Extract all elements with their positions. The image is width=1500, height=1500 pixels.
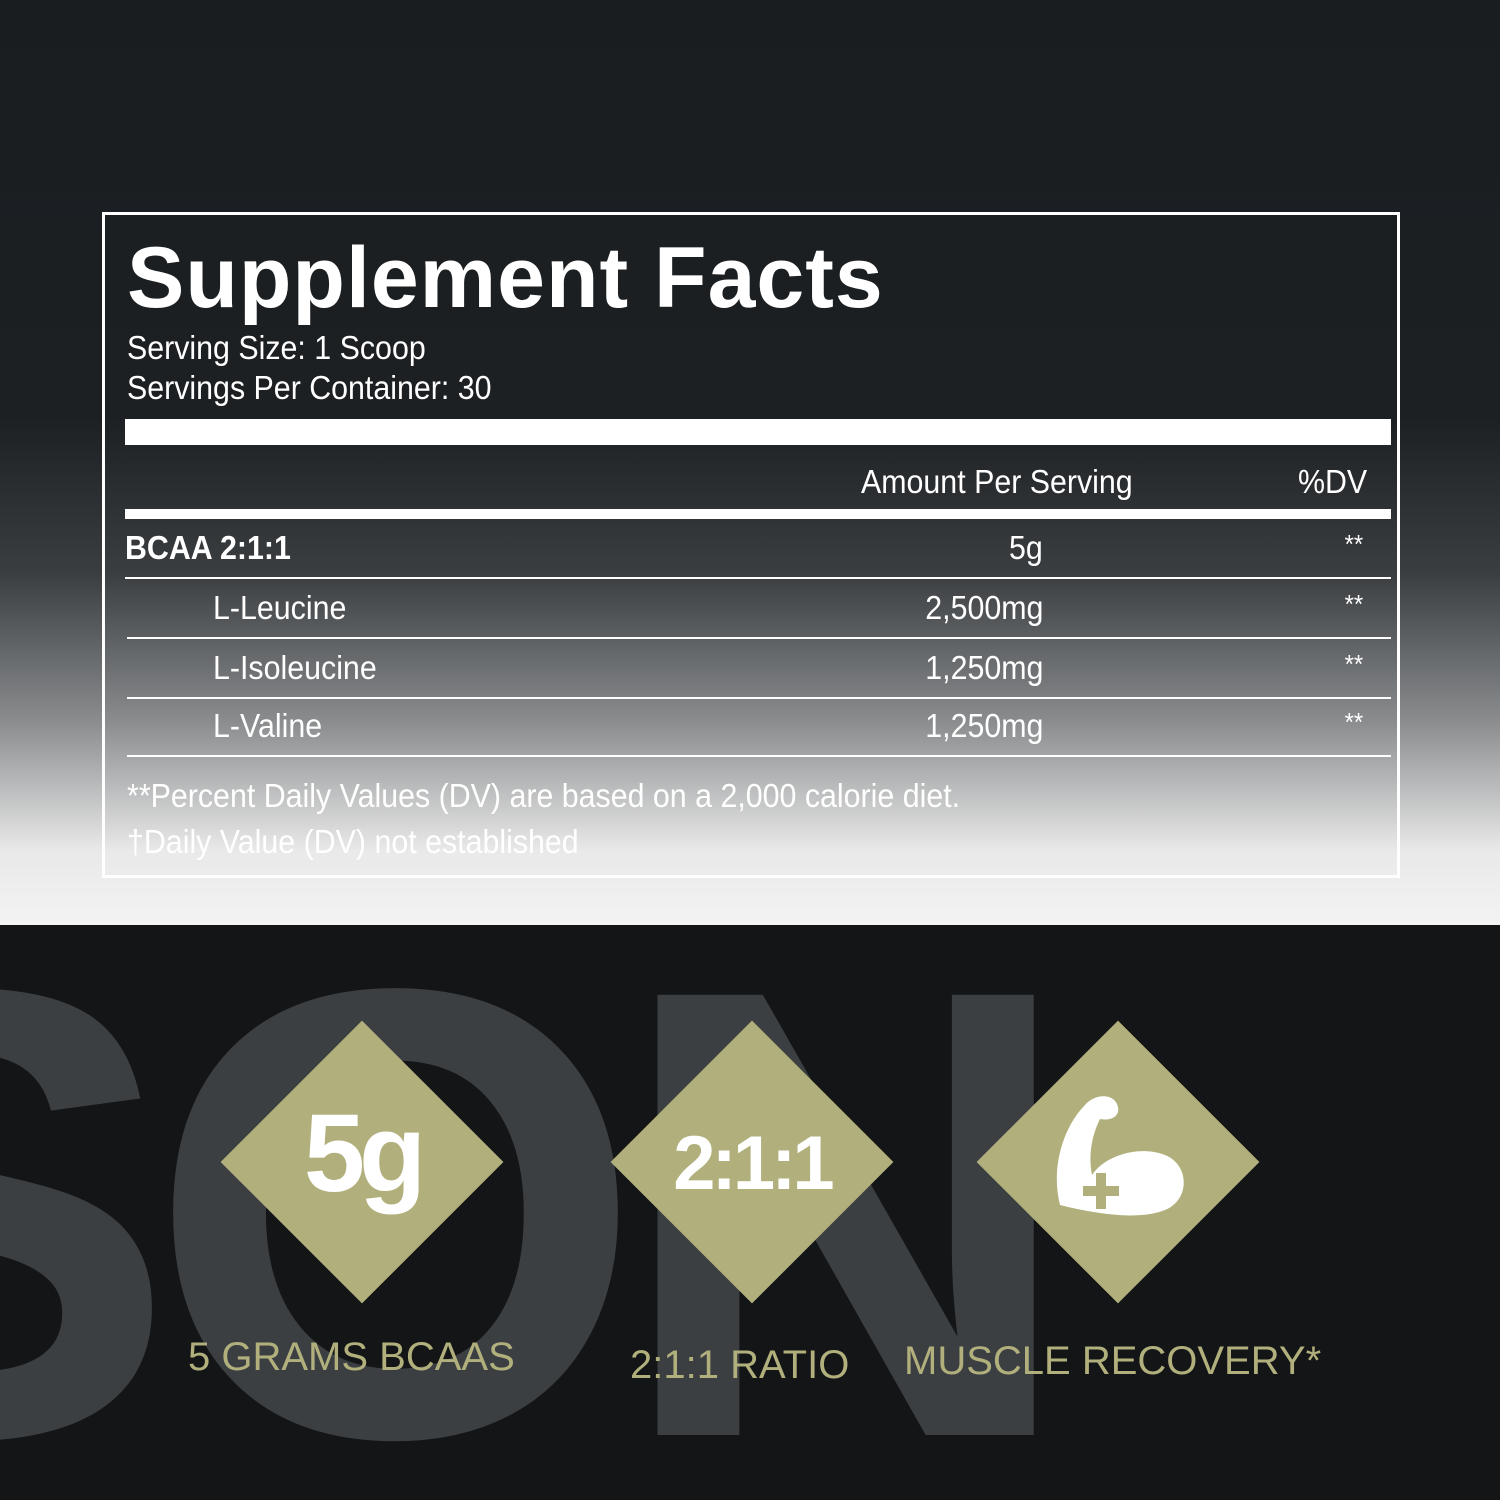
watermark-letters: SON bbox=[0, 925, 1047, 1500]
servings-per-container: Servings Per Container: 30 bbox=[127, 369, 492, 406]
nutrient-name: L-Leucine bbox=[213, 589, 347, 626]
caption-ratio: 2:1:1 RATIO bbox=[630, 1343, 850, 1387]
footnote-dv: **Percent Daily Values (DV) are based on… bbox=[127, 777, 961, 814]
row-divider bbox=[127, 755, 1391, 757]
nutrient-dv: ** bbox=[1344, 529, 1363, 559]
badge-ratio-text: 2:1:1 bbox=[673, 1121, 834, 1206]
header-divider bbox=[125, 509, 1391, 519]
nutrient-amount: 1,250mg bbox=[924, 707, 1043, 744]
caption-5-grams: 5 GRAMS BCAAS bbox=[188, 1335, 515, 1379]
badge-5g-text: 5g bbox=[303, 1092, 426, 1215]
serving-size: Serving Size: 1 Scoop bbox=[127, 329, 426, 366]
row-divider bbox=[127, 697, 1391, 699]
nutrient-amount: 1,250mg bbox=[924, 649, 1043, 686]
header-amount: Amount Per Serving bbox=[861, 463, 1133, 500]
supplement-facts-panel: Supplement Facts Serving Size: 1 Scoop S… bbox=[102, 212, 1400, 878]
caption-muscle-recovery: MUSCLE RECOVERY* bbox=[904, 1339, 1322, 1383]
nutrient-dv: ** bbox=[1344, 707, 1363, 737]
top-gradient-panel bbox=[0, 0, 1500, 925]
facts-title: Supplement Facts bbox=[127, 230, 884, 326]
table-row: L-Isoleucine 1,250mg ** bbox=[125, 641, 1391, 699]
row-divider bbox=[125, 577, 1391, 579]
nutrient-dv: ** bbox=[1344, 649, 1363, 679]
header-dv: %DV bbox=[1297, 463, 1367, 500]
table-row: L-Valine 1,250mg ** bbox=[125, 699, 1391, 757]
features-panel: SON 5g 5 GRAMS BCAAS 2:1:1 2:1:1 RATIO M… bbox=[0, 925, 1500, 1500]
row-divider bbox=[127, 637, 1391, 639]
footnote-dagger: †Daily Value (DV) not established bbox=[127, 823, 579, 860]
table-row: L-Leucine 2,500mg ** bbox=[125, 581, 1391, 639]
thick-divider bbox=[125, 419, 1391, 445]
flexed-arm-plus-icon bbox=[1056, 1096, 1184, 1216]
table-row: BCAA 2:1:1 5g ** bbox=[125, 521, 1391, 579]
nutrient-amount: 5g bbox=[1009, 529, 1043, 566]
nutrient-dv: ** bbox=[1344, 589, 1363, 619]
nutrient-amount: 2,500mg bbox=[924, 589, 1043, 626]
nutrient-name: L-Valine bbox=[213, 707, 323, 744]
nutrient-name: L-Isoleucine bbox=[213, 649, 377, 686]
brand-watermark: SON bbox=[0, 925, 1077, 1500]
nutrient-name: BCAA 2:1:1 bbox=[125, 529, 291, 566]
